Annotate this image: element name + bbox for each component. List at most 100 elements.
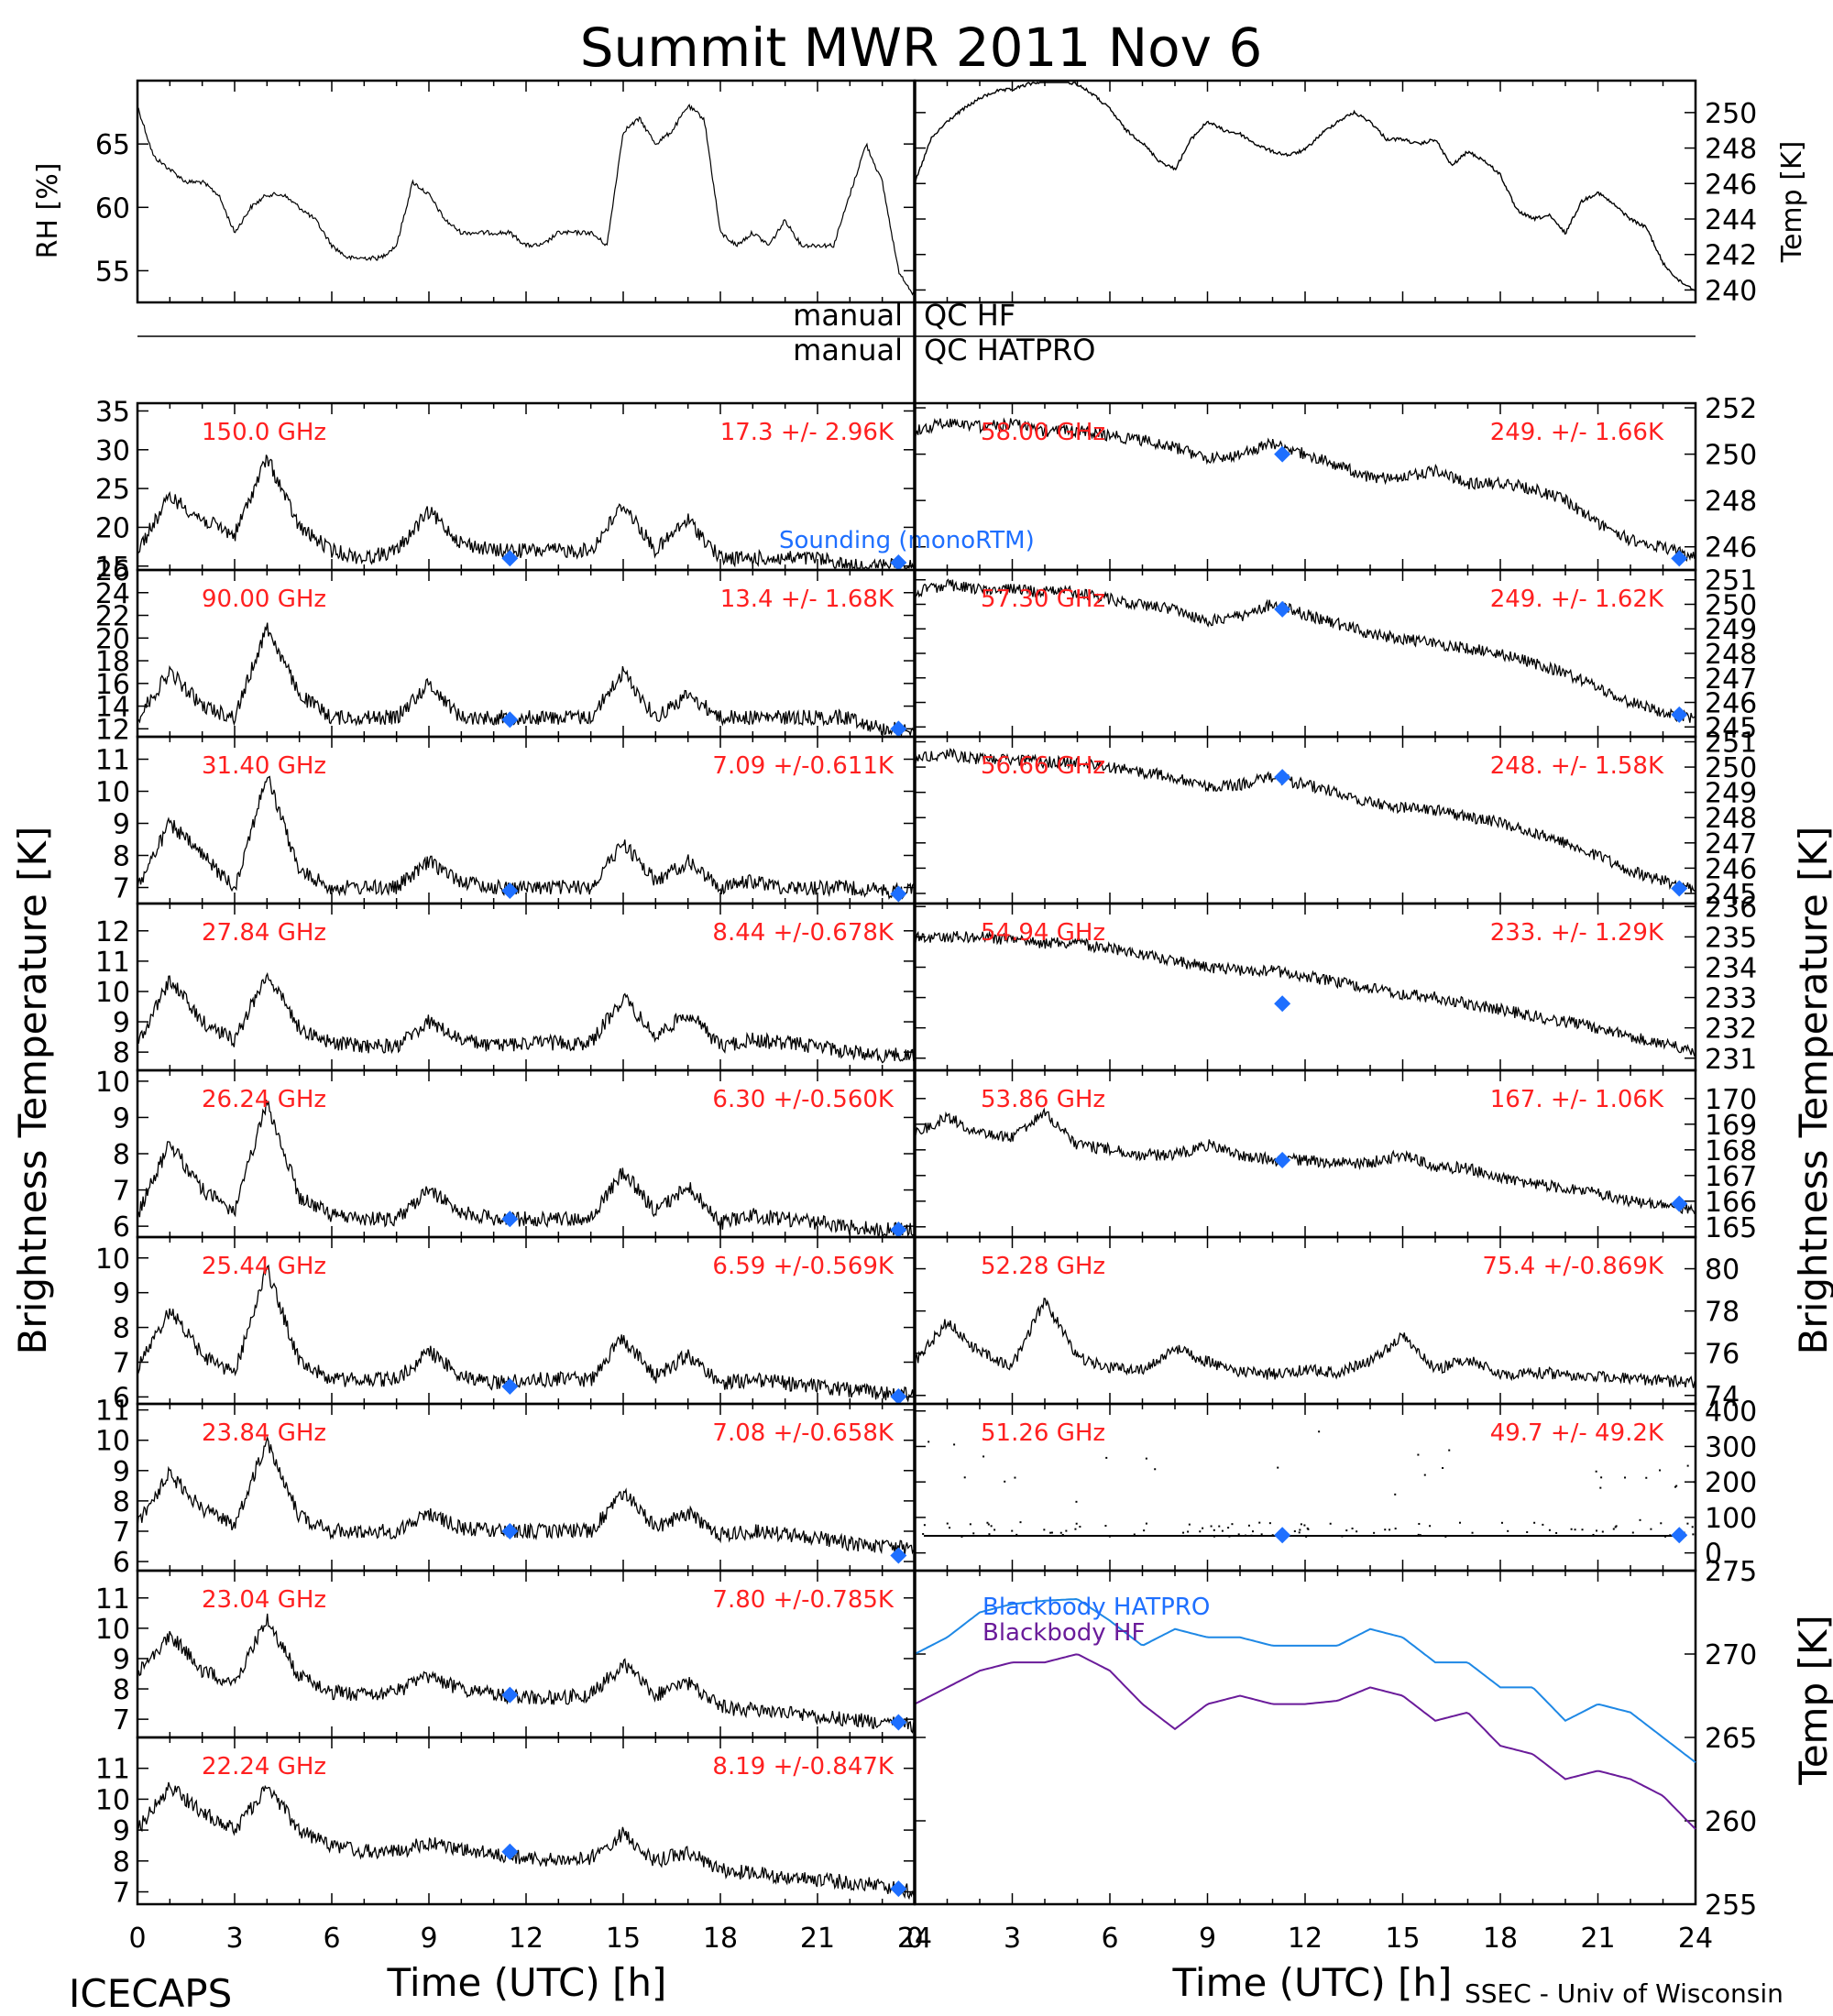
sounding-marker: [1671, 550, 1688, 567]
stats-label: 8.44 +/-0.678K: [712, 919, 895, 947]
sounding-marker: [501, 1378, 519, 1396]
freq-label: 57.30 GHz: [981, 586, 1105, 613]
tb-scatter-point: [1429, 1525, 1432, 1528]
x-tick-label: 15: [606, 1923, 641, 1955]
y-tick-label: 240: [1705, 275, 1757, 307]
panel-frame: [913, 79, 1697, 304]
y-tick-label: 248: [1705, 486, 1757, 518]
y-tick-label: 14: [95, 692, 130, 724]
y-tick-label: 235: [1705, 922, 1757, 954]
tb-scatter-point: [1601, 1530, 1604, 1533]
x-tick-label: 9: [1199, 1923, 1216, 1955]
tb-scatter-point: [1614, 1526, 1617, 1528]
tb-scatter-point: [1210, 1525, 1213, 1528]
y-tick-label: 234: [1705, 952, 1757, 984]
y-tick-label: 10: [95, 977, 130, 1009]
y-tick-label: 246: [1705, 688, 1757, 720]
tb-scatter-point: [1526, 1530, 1529, 1533]
tb-scatter-point: [1442, 1467, 1444, 1470]
y-tick-label: 65: [95, 129, 130, 161]
tb-scatter-point: [1305, 1535, 1308, 1538]
tb-scatter-point: [1213, 1528, 1215, 1531]
tb-scatter-point: [1268, 1522, 1271, 1525]
y-tick-label: 9: [113, 1102, 130, 1134]
sounding-marker: [890, 1388, 907, 1405]
freq-label: 22.24 GHz: [202, 1753, 326, 1780]
tb-scatter-point: [987, 1523, 990, 1526]
sounding-marker: [1274, 1527, 1291, 1544]
tb-scatter-point: [1686, 1522, 1689, 1525]
y-tick-label: 78: [1705, 1297, 1740, 1329]
stats-label: 7.80 +/-0.785K: [712, 1586, 895, 1614]
x-tick-label: 6: [323, 1923, 340, 1955]
y-tick-label: 16: [95, 669, 130, 701]
y-tick-label: 232: [1705, 1013, 1757, 1046]
y-tick-label: 9: [113, 1278, 130, 1310]
stats-label: 8.19 +/-0.847K: [712, 1753, 895, 1780]
y-tick-label: 10: [95, 1784, 130, 1816]
tb-scatter-point: [1250, 1534, 1253, 1537]
tb-scatter-point: [1079, 1526, 1081, 1528]
tb-scatter-point: [1660, 1522, 1663, 1525]
tb-trace: [914, 1107, 1696, 1215]
x-tick-label: 6: [1101, 1923, 1118, 1955]
tb-scatter-point: [1581, 1528, 1584, 1531]
tb-scatter-point: [1251, 1530, 1254, 1533]
tb-scatter-point: [1318, 1430, 1321, 1433]
tb-scatter-point: [1600, 1476, 1603, 1479]
y-tick-label: 9: [113, 809, 130, 841]
freq-label: 27.84 GHz: [202, 919, 326, 947]
tb-scatter-point: [1624, 1476, 1627, 1479]
y-tick-label: 60: [95, 192, 130, 225]
tb-scatter-point: [1187, 1530, 1190, 1533]
tb-trace: [914, 747, 1696, 893]
y-tick-label: 200: [1705, 1467, 1757, 1499]
x-tick-label: 18: [1483, 1923, 1518, 1955]
tb-scatter-point: [949, 1527, 951, 1529]
footer-ssec: SSEC - Univ of Wisconsin: [1465, 1978, 1784, 2009]
tb-left-axis-label: Brightness Temperature [K]: [10, 827, 55, 1355]
y-tick-label: 247: [1705, 828, 1757, 860]
sounding-marker: [890, 885, 907, 903]
x-tick-label: 18: [703, 1923, 738, 1955]
y-tick-label: 6: [113, 1382, 130, 1414]
qc-hf-label: QC HF: [924, 298, 1015, 333]
x-tick-label: 15: [1385, 1923, 1420, 1955]
freq-label: 58.00 GHz: [981, 419, 1105, 446]
tb-scatter-point: [1599, 1486, 1602, 1489]
tb-scatter-point: [982, 1455, 985, 1458]
tb-scatter-point: [1074, 1528, 1077, 1530]
sounding-marker: [890, 720, 907, 738]
legend-bb-hf: Blackbody HF: [982, 1619, 1145, 1647]
bb-hf-line: [914, 1653, 1696, 1830]
tb-scatter-point: [1221, 1529, 1224, 1532]
tb-scatter-point: [963, 1476, 966, 1479]
y-tick-label: 166: [1705, 1187, 1757, 1219]
tb-trace: [914, 578, 1696, 723]
tb-scatter-point: [1574, 1528, 1576, 1531]
tb-trace: [137, 622, 916, 738]
y-tick-label: 26: [95, 555, 130, 587]
y-tick-label: 9: [113, 1456, 130, 1488]
freq-label: 150.0 GHz: [202, 419, 326, 446]
y-tick-label: 169: [1705, 1110, 1757, 1142]
y-tick-label: 7: [113, 1348, 130, 1380]
tb-scatter-point: [1307, 1528, 1310, 1530]
y-tick-label: 248: [1705, 639, 1757, 671]
y-tick-label: 11: [95, 745, 130, 777]
tb-scatter-point: [1227, 1527, 1230, 1529]
tb-scatter-point: [927, 1441, 930, 1443]
legend-bb-hatpro: Blackbody HATPRO: [982, 1594, 1210, 1621]
temp-trace: [914, 82, 1696, 291]
y-tick-label: 242: [1705, 240, 1757, 272]
tb-scatter-point: [990, 1525, 993, 1528]
y-tick-label: 250: [1705, 752, 1757, 784]
tb-scatter-point: [1686, 1464, 1689, 1467]
tb-scatter-point: [1692, 1533, 1695, 1536]
tb-scatter-point: [1388, 1528, 1391, 1531]
tb-scatter-point: [1674, 1485, 1676, 1488]
y-tick-label: 11: [95, 1754, 130, 1786]
y-tick-label: 265: [1705, 1723, 1757, 1755]
panels-group: 5560652402422442462482501520253035150.0 …: [95, 79, 1757, 1955]
